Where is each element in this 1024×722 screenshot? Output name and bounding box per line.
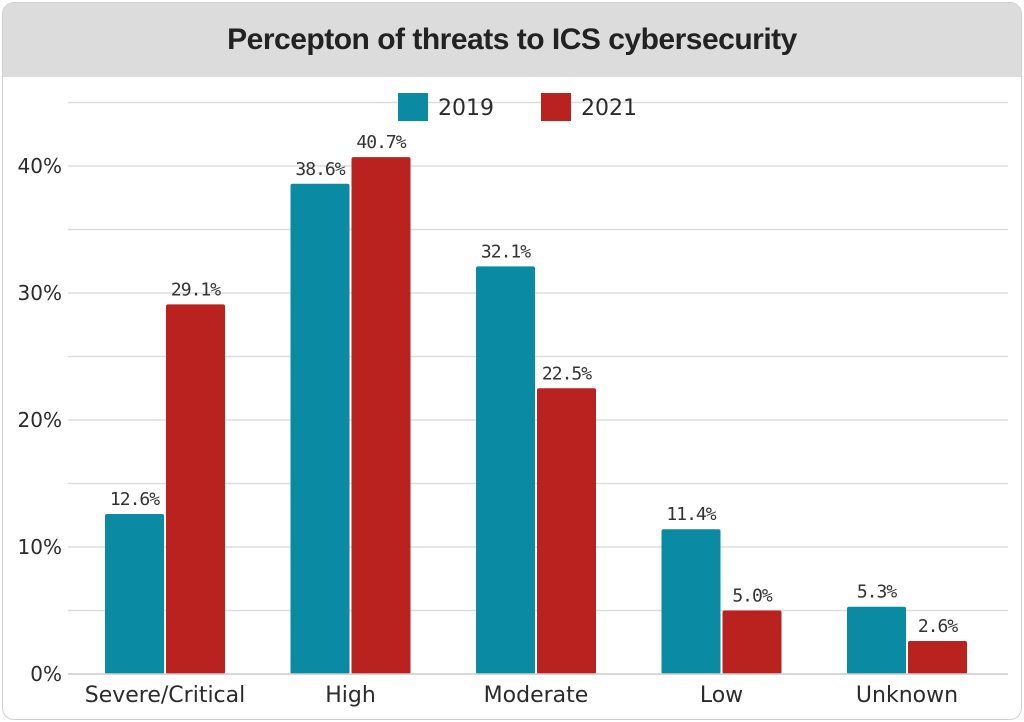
x-category-label: Severe/Critical (85, 683, 246, 708)
bar-2019 (476, 266, 535, 674)
y-tick-label: 10% (18, 535, 62, 559)
chart-title: Percepton of threats to ICS cybersecurit… (227, 23, 797, 56)
title-bar: Percepton of threats to ICS cybersecurit… (3, 3, 1021, 77)
bar-2019 (290, 183, 350, 674)
data-label: 29.1% (171, 279, 221, 300)
y-tick-label: 20% (18, 408, 62, 432)
bar-2019 (847, 606, 906, 674)
legend-swatch (541, 93, 571, 121)
data-label: 32.1% (481, 241, 531, 262)
bar-2021 (908, 640, 967, 674)
bar-2021 (351, 157, 411, 675)
bar-2019 (105, 513, 164, 674)
data-label: 11.4% (666, 504, 716, 525)
y-tick-label: 30% (18, 281, 62, 305)
data-label: 22.5% (542, 363, 592, 384)
legend-label: 2021 (581, 96, 637, 121)
x-category-label: Low (700, 683, 743, 708)
data-label: 12.6% (110, 489, 160, 510)
x-category-label: High (325, 683, 376, 708)
x-category-label: Unknown (856, 683, 958, 708)
bar-2019 (661, 529, 721, 674)
data-label: 5.3% (857, 582, 898, 603)
bar-2021 (722, 610, 782, 674)
bar-2021 (537, 388, 596, 674)
data-label: 38.6% (295, 159, 345, 180)
data-label: 40.7% (356, 132, 406, 153)
data-label: 5.0% (732, 586, 773, 607)
y-tick-label: 40% (18, 154, 62, 178)
legend-swatch (398, 93, 428, 121)
bar-2021 (166, 304, 225, 674)
legend-label: 2019 (438, 96, 494, 121)
y-tick-label: 0% (30, 662, 62, 686)
x-category-label: Moderate (484, 683, 589, 708)
data-label: 2.6% (918, 616, 959, 637)
